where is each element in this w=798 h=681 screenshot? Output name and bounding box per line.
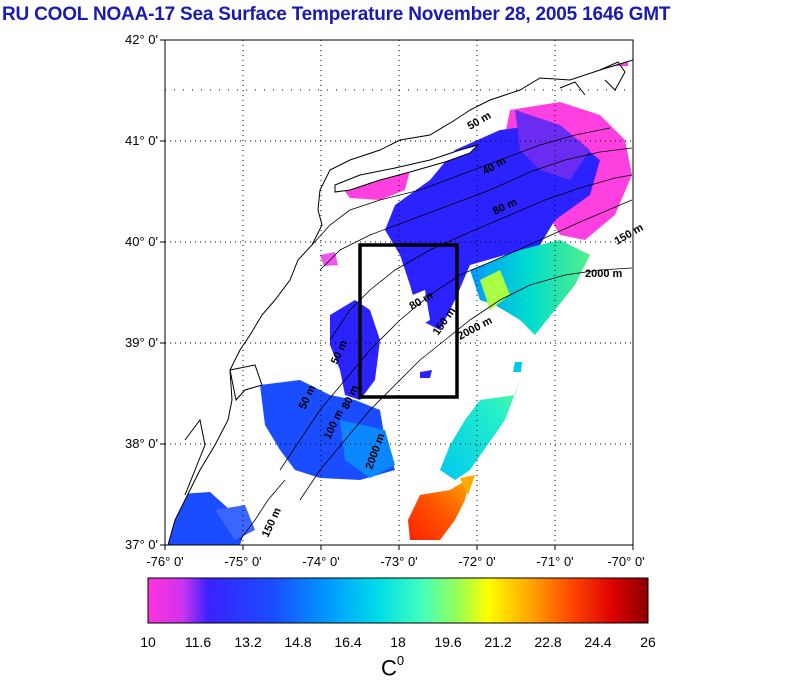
sst-spot-cyan [513, 362, 522, 372]
lon-label: -72° 0' [458, 554, 495, 569]
isobath-150m-south [239, 479, 286, 541]
sst-slope-cyan [470, 240, 590, 335]
study-area-box [358, 243, 459, 399]
lon-labels: -76° 0' -75° 0' -74° 0' -73° 0' -72° 0' … [146, 554, 644, 569]
sst-magenta-nj [320, 252, 338, 266]
lat-label: 41° 0' [125, 133, 158, 148]
lon-label: -74° 0' [302, 554, 339, 569]
isobath-2000m [299, 267, 633, 501]
isobath-40m [311, 127, 611, 246]
sst-violet-patch [515, 110, 590, 180]
sst-va-blue [165, 492, 245, 545]
lon-label: -73° 0' [380, 554, 417, 569]
cape-cod [599, 61, 626, 91]
isobath-label: 2000 m [585, 268, 623, 280]
isobath-150m [279, 199, 633, 471]
lon-label: -70° 0' [607, 554, 644, 569]
long-island [334, 144, 480, 193]
axis-ticks [160, 39, 634, 550]
sst-gulf-stream-orange [460, 475, 475, 495]
lat-label: 38° 0' [125, 436, 158, 451]
map-title: RU COOL NOAA-17 Sea Surface Temperature … [2, 4, 671, 25]
lat-labels: 42° 0' 41° 0' 40° 0' 39° 0' 38° 0' 37° 0… [125, 32, 158, 552]
graticule [165, 40, 633, 545]
lat-label: 37° 0' [125, 537, 158, 552]
cloud-patch-1 [360, 245, 400, 310]
colorbar-unit-sup: 0 [396, 653, 405, 668]
land-mass [165, 40, 633, 545]
colorbar-unit-label: C [381, 655, 397, 681]
lat-label: 40° 0' [125, 234, 158, 249]
sst-spot-blue [420, 370, 432, 378]
sst-data-layer [165, 40, 633, 545]
sst-nj-blue [330, 300, 380, 400]
cloud-patch-2 [400, 290, 430, 330]
sst-magenta-li [340, 170, 410, 200]
sst-gulf-stream-red [408, 478, 470, 540]
sst-slope-green [480, 270, 510, 310]
coast-ri [559, 81, 586, 96]
sst-shelf-blue [385, 125, 600, 330]
lon-label: -75° 0' [224, 554, 261, 569]
sst-va-blue2 [215, 505, 255, 540]
chesapeake-bay [184, 418, 206, 496]
lat-label: 39° 0' [125, 335, 158, 350]
isobath-80m [329, 174, 633, 341]
lon-label: -71° 0' [536, 554, 573, 569]
colorbar-unit: C0 [381, 653, 405, 681]
delaware-bay [229, 364, 263, 402]
sst-south-cyan [440, 365, 525, 480]
lon-label: -76° 0' [146, 554, 183, 569]
lat-label: 42° 0' [125, 32, 158, 47]
sst-delmarva-lightblue [340, 420, 395, 478]
